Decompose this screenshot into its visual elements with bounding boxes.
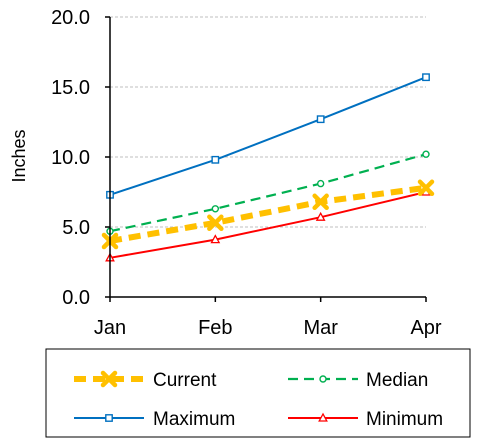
y-axis-label: Inches — [9, 129, 29, 182]
gridlines — [110, 16, 426, 228]
data-point-maximum — [422, 73, 430, 82]
x-tick-label: Mar — [303, 317, 338, 339]
series-line-maximum — [109, 76, 427, 196]
legend-label-median: Median — [366, 370, 428, 391]
y-tick-label: 10.0 — [51, 147, 90, 169]
legend-box — [45, 348, 471, 438]
data-point-current — [207, 214, 224, 232]
legend-label-maximum: Maximum — [153, 409, 235, 430]
data-point-current — [312, 193, 329, 211]
legend-label-current: Current — [153, 370, 217, 391]
tick-labels: 0.0 5.0 10.0 15.0 20.0 Jan Feb Mar Apr — [51, 7, 442, 339]
data-point-median — [422, 150, 430, 158]
data-point-median — [211, 205, 220, 213]
data-point-maximum — [211, 155, 220, 164]
data-point-current — [417, 179, 435, 197]
data-point-minimum — [315, 211, 326, 221]
series-line-minimum — [109, 191, 427, 259]
legend-marker-current — [100, 370, 118, 388]
x-tick-label: Feb — [198, 317, 232, 339]
y-tick-label: 20.0 — [51, 7, 90, 29]
series-lines — [101, 73, 435, 262]
axes — [105, 16, 427, 302]
data-point-median — [316, 179, 325, 188]
legend-marker-maximum — [105, 414, 113, 422]
series-line-current — [109, 184, 427, 244]
data-point-minimum — [210, 234, 221, 244]
y-tick-label: 0.0 — [62, 287, 90, 309]
legend: Current Median Maximum Minimum — [45, 348, 471, 438]
y-tick-label: 15.0 — [51, 77, 90, 99]
x-tick-label: Jan — [94, 317, 126, 339]
legend-marker-minimum — [318, 412, 328, 422]
series-line-median — [109, 153, 427, 233]
x-tick-label: Apr — [410, 317, 441, 339]
y-tick-label: 5.0 — [62, 217, 90, 239]
legend-label-minimum: Minimum — [366, 409, 443, 430]
data-point-maximum — [316, 115, 325, 124]
legend-marker-median — [319, 375, 327, 383]
